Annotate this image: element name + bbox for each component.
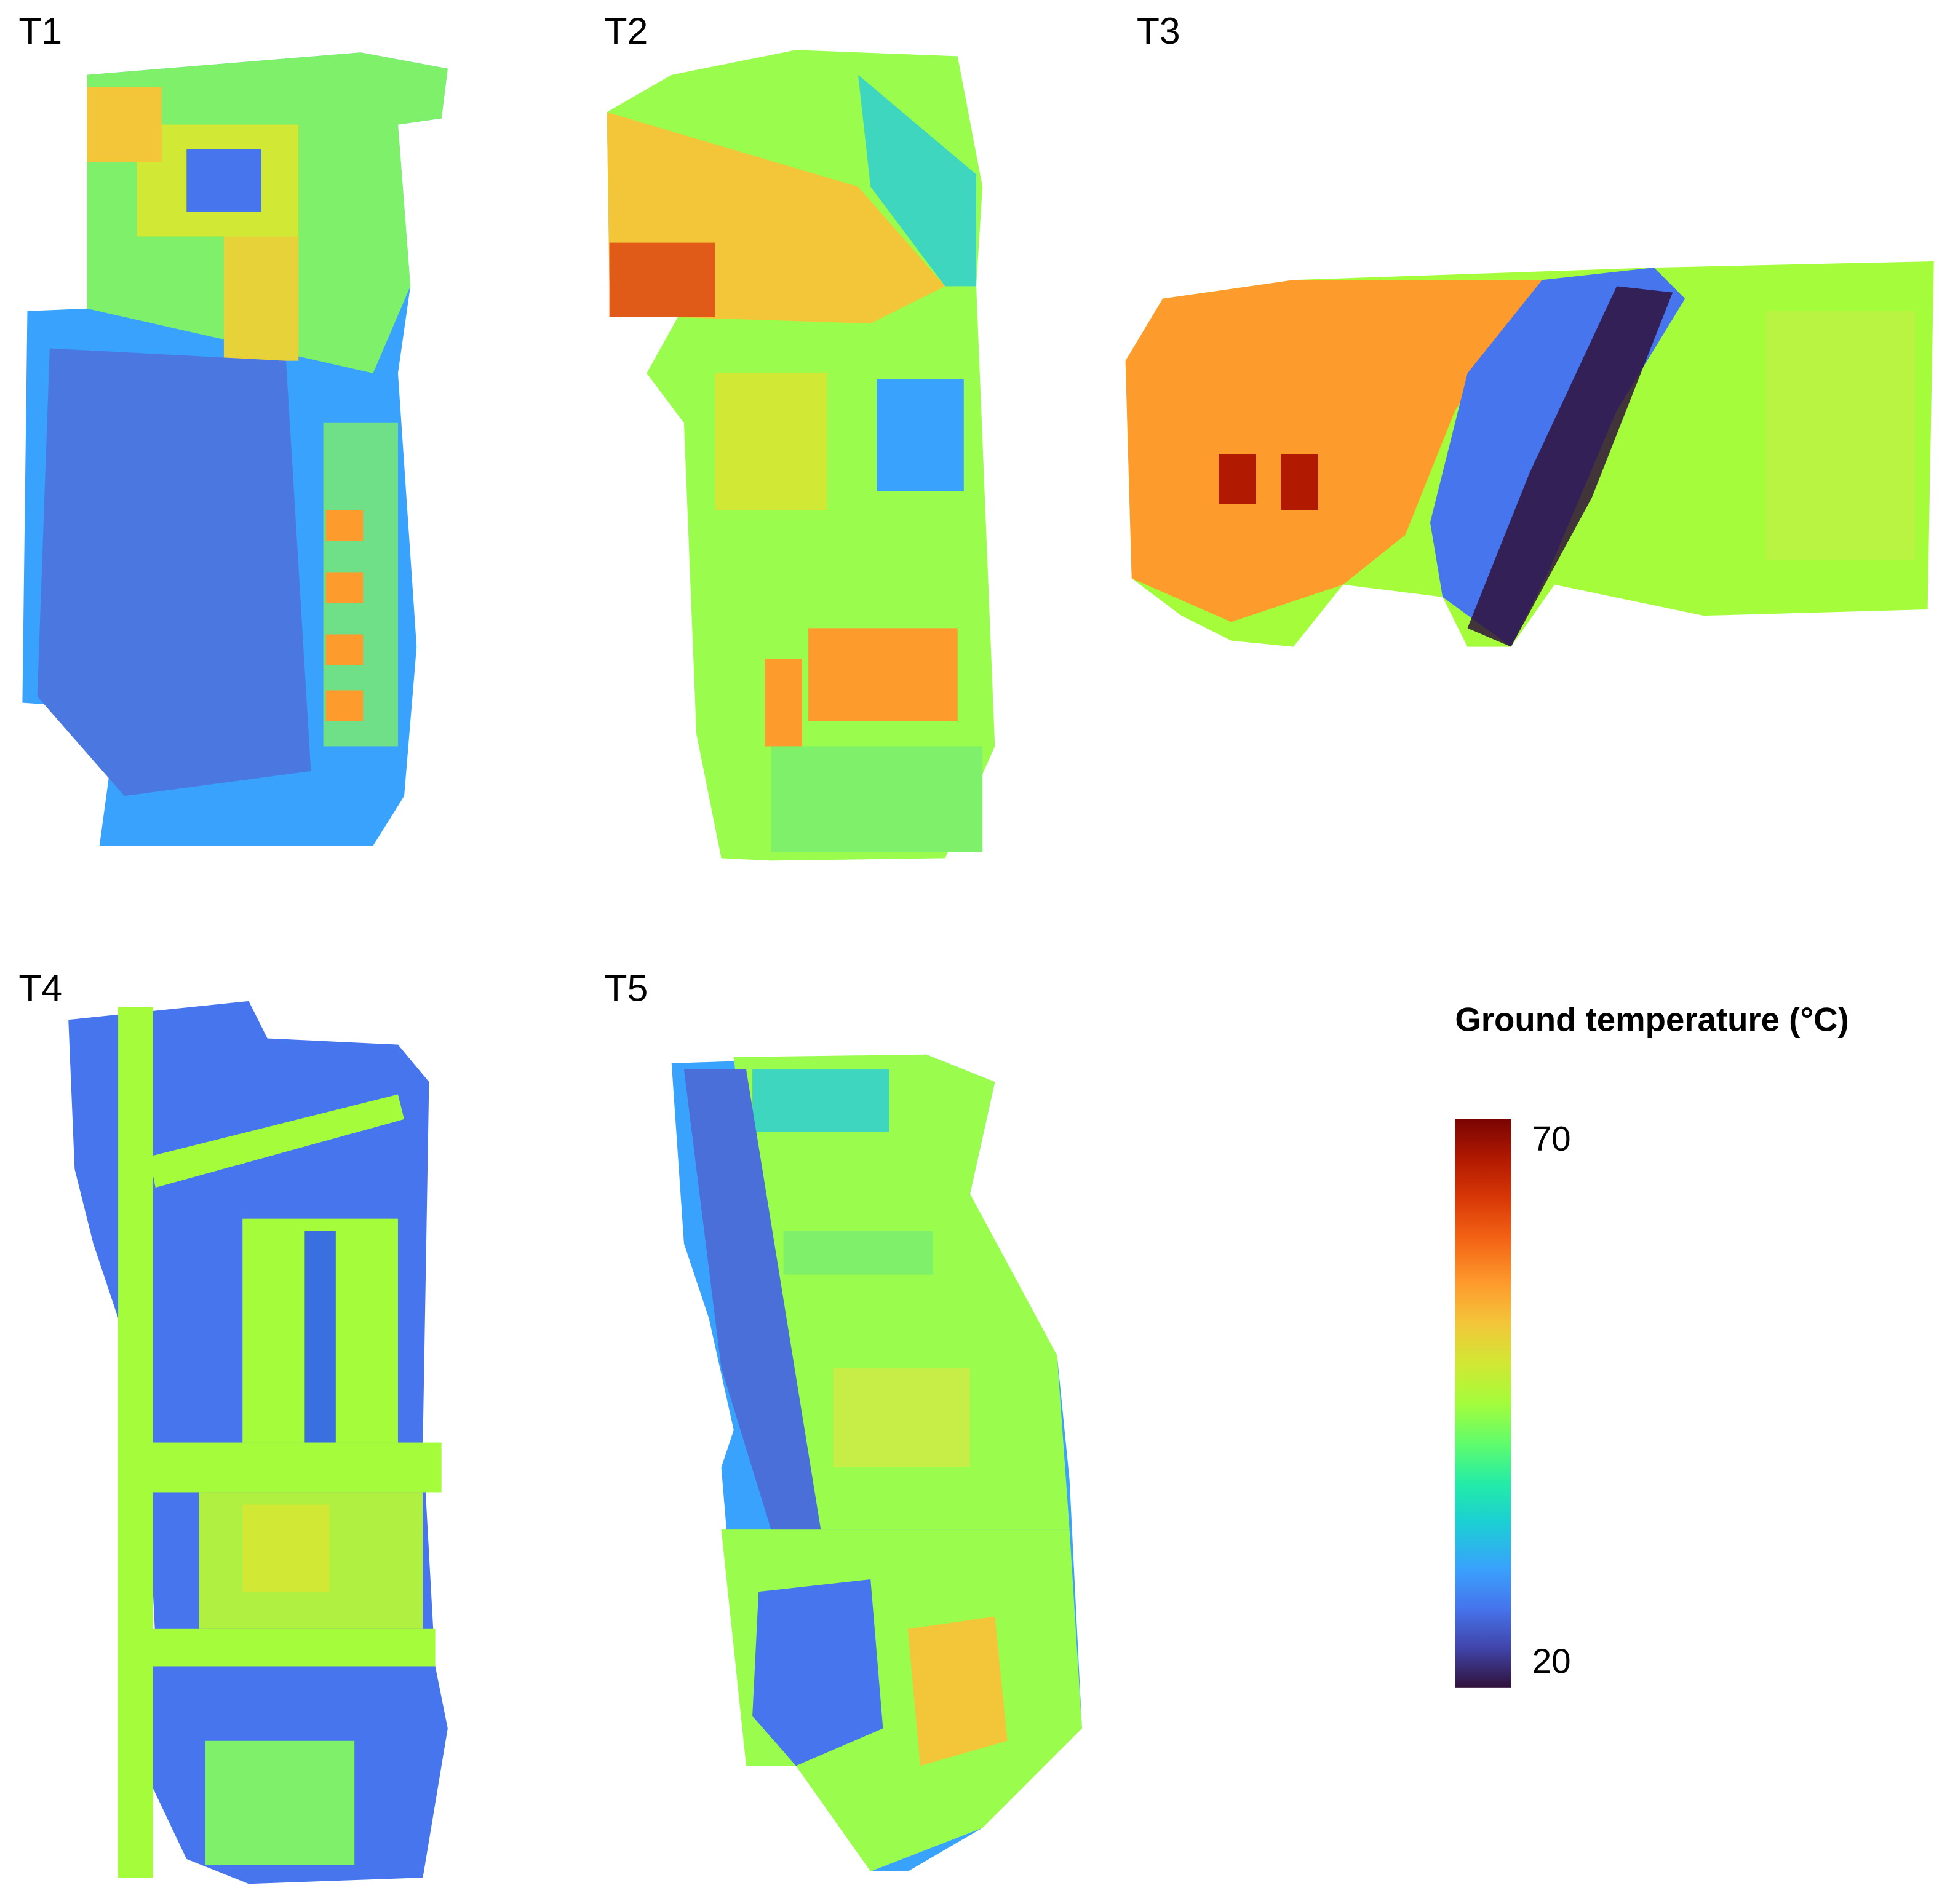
colorbar-tick: 70: [1532, 1119, 1571, 1158]
colorbar-tick: 20: [1532, 1641, 1571, 1680]
map-t1: [22, 52, 448, 846]
panel-label: T2: [605, 10, 648, 52]
panel-label: T3: [1137, 10, 1180, 52]
map-t4: [68, 1001, 448, 1884]
colorbar: [1455, 1119, 1511, 1688]
map-t3: [1125, 261, 1934, 647]
legend: Ground temperature (°C) 70 20: [1455, 1001, 1849, 1688]
panel-label: T1: [18, 10, 62, 52]
panel-label: T5: [605, 967, 648, 1009]
map-t2: [607, 50, 995, 861]
panel-label: T4: [18, 967, 62, 1009]
map-t5: [671, 1054, 1082, 1872]
legend-title: Ground temperature (°C): [1455, 1001, 1849, 1039]
